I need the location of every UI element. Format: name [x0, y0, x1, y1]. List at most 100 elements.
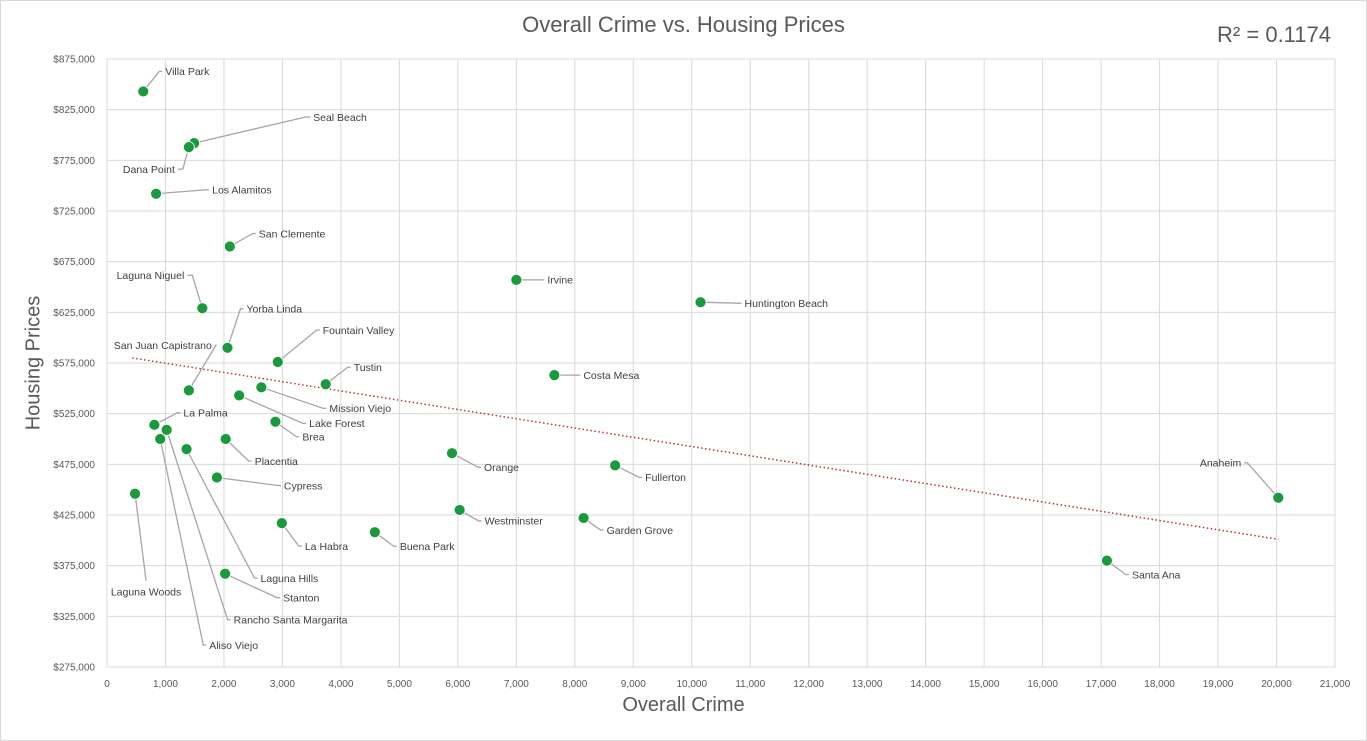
trendline-group — [132, 357, 1279, 541]
leader-line-villa-park — [142, 70, 163, 92]
r-squared-label: R² = 0.1174 — [1217, 22, 1331, 47]
point-rancho-santa-margarita — [160, 423, 173, 436]
leader-line-fountain-valley — [277, 329, 320, 363]
x-tick-label: 5,000 — [387, 679, 412, 690]
trendline — [132, 357, 1279, 541]
point-label-fountain-valley: Fountain Valley — [323, 325, 395, 337]
point-los-alamitos — [150, 187, 163, 200]
point-label-huntington-beach: Huntington Beach — [745, 298, 829, 310]
x-tick-label: 7,000 — [504, 679, 529, 690]
point-label-buena-park: Buena Park — [400, 541, 456, 553]
point-fullerton — [609, 459, 622, 472]
y-tick-label: $675,000 — [53, 257, 95, 268]
x-tick-label: 20,000 — [1261, 679, 1292, 690]
x-tick-label: 18,000 — [1144, 679, 1175, 690]
point-placentia — [219, 433, 232, 445]
chart-title: Overall Crime vs. Housing Prices — [522, 12, 845, 37]
point-label-cypress: Cypress — [284, 480, 323, 492]
x-tick-label: 19,000 — [1203, 679, 1234, 690]
leader-line-brea — [275, 421, 300, 438]
point-mission-viejo — [255, 381, 268, 394]
point-la-palma — [148, 418, 161, 431]
y-tick-label: $725,000 — [53, 207, 95, 218]
point-villa-park — [137, 85, 150, 98]
leader-line-lake-forest — [238, 394, 307, 425]
point-label-rancho-santa-margarita: Rancho Santa Margarita — [234, 615, 348, 627]
x-tick-label: 15,000 — [969, 679, 1000, 690]
x-tick-label: 2,000 — [211, 679, 236, 690]
point-huntington-beach — [694, 296, 707, 309]
leader-line-rancho-santa-margarita — [166, 429, 231, 621]
y-tick-label: $825,000 — [53, 105, 95, 116]
y-tick-label: $425,000 — [53, 511, 95, 522]
leader-line-tustin — [325, 366, 351, 385]
point-label-garden-grove: Garden Grove — [607, 525, 674, 537]
point-label-santa-ana: Santa Ana — [1132, 569, 1181, 581]
label-leader-lines — [134, 70, 1279, 646]
y-tick-label: $525,000 — [53, 409, 95, 420]
point-stanton — [219, 567, 232, 580]
leader-line-los-alamitos — [156, 189, 210, 195]
y-tick-label: $875,000 — [53, 55, 95, 66]
point-label-la-palma: La Palma — [183, 408, 228, 420]
point-irvine — [510, 274, 523, 286]
leader-line-mission-viejo — [261, 386, 327, 409]
point-lake-forest — [233, 389, 246, 402]
point-laguna-niguel — [196, 302, 209, 315]
leader-line-garden-grove — [583, 517, 604, 531]
point-yorba-linda — [221, 341, 234, 354]
point-label-irvine: Irvine — [547, 275, 573, 287]
y-tick-label: $575,000 — [53, 359, 95, 370]
point-label-tustin: Tustin — [354, 362, 382, 374]
x-tick-label: 1,000 — [153, 679, 178, 690]
leader-line-orange — [451, 452, 482, 468]
point-label-laguna-niguel: Laguna Niguel — [117, 270, 185, 282]
x-tick-label: 3,000 — [270, 679, 295, 690]
point-label-stanton: Stanton — [283, 593, 319, 605]
leader-line-santa-ana — [1106, 560, 1129, 576]
point-laguna-woods — [129, 487, 141, 500]
leader-line-westminster — [459, 509, 482, 522]
x-tick-label: 13,000 — [852, 679, 883, 690]
point-laguna-hills — [180, 443, 193, 456]
point-label-san-clemente: San Clemente — [259, 228, 326, 240]
x-tick-label: 11,000 — [735, 679, 765, 690]
y-tick-label: $325,000 — [53, 612, 95, 623]
point-label-la-habra: La Habra — [305, 541, 348, 553]
leader-line-cypress — [216, 476, 281, 487]
point-label-seal-beach: Seal Beach — [313, 112, 367, 124]
leader-line-laguna-woods — [134, 493, 147, 581]
x-tick-label: 21,000 — [1320, 679, 1351, 690]
x-tick-label: 14,000 — [910, 679, 941, 690]
y-tick-label: $475,000 — [53, 460, 95, 471]
leader-line-fullerton — [614, 464, 643, 478]
x-tick-label: 16,000 — [1027, 679, 1058, 690]
leader-line-anaheim — [1244, 462, 1279, 499]
data-points — [129, 85, 1285, 580]
point-costa-mesa — [548, 369, 561, 382]
leader-line-laguna-niguel — [187, 274, 203, 309]
point-fountain-valley — [271, 356, 284, 368]
point-dana-point — [182, 141, 195, 154]
leader-line-dana-point — [177, 146, 190, 170]
point-label-placentia: Placentia — [255, 456, 298, 468]
point-label-dana-point: Dana Point — [123, 164, 175, 176]
point-label-los-alamitos: Los Alamitos — [212, 185, 272, 197]
y-tick-label: $775,000 — [53, 156, 95, 167]
leader-line-yorba-linda — [226, 308, 244, 349]
point-label-villa-park: Villa Park — [165, 66, 210, 78]
leader-line-seal-beach — [193, 116, 311, 144]
y-tick-label: $275,000 — [53, 663, 95, 674]
point-tustin — [319, 378, 332, 391]
axis-ticks: 0 1,000 2,000 3,000 4,000 5,000 6,000 7,000 8,00… — [53, 55, 1350, 691]
point-san-juan-capistrano — [182, 384, 195, 397]
leader-line-huntington-beach — [700, 301, 742, 304]
point-label-anaheim: Anaheim — [1200, 458, 1242, 470]
x-tick-label: 12,000 — [793, 679, 824, 690]
leader-line-aliso-viejo — [159, 438, 207, 646]
point-buena-park — [368, 526, 381, 539]
y-tick-label: $375,000 — [53, 561, 95, 572]
point-santa-ana — [1101, 554, 1113, 567]
